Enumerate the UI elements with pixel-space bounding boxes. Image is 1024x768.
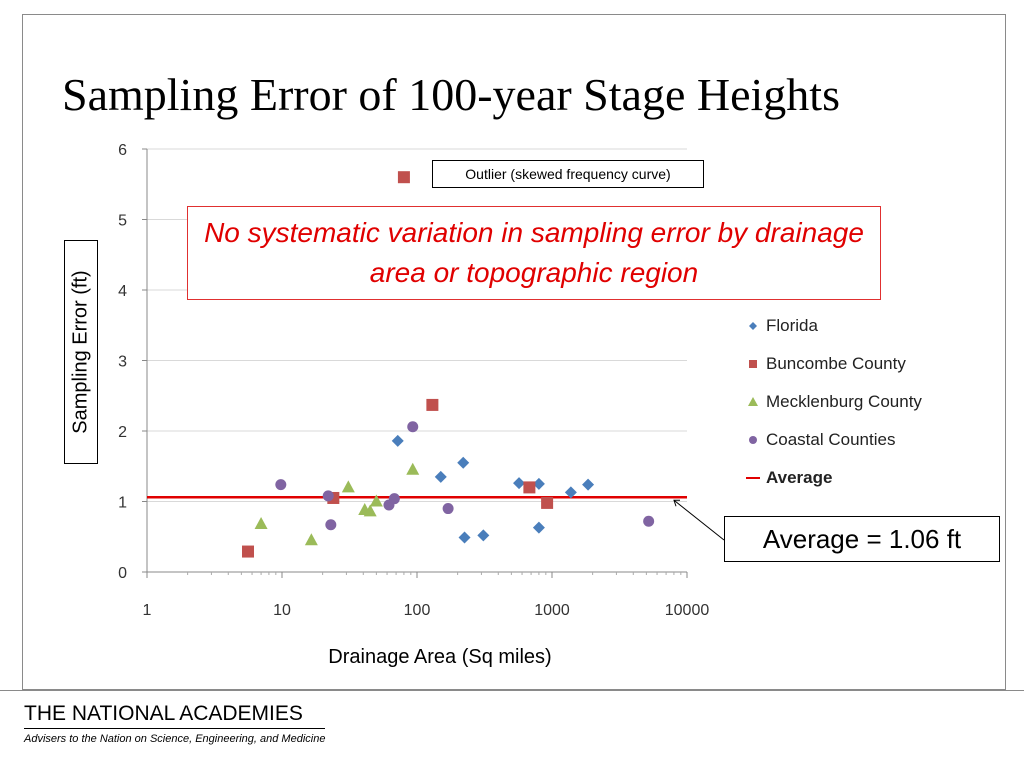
legend-item-mecklenburg-county: Mecklenburg County [746,390,986,428]
coastal-counties-point [442,503,454,515]
legend-marker-circle [749,436,757,444]
legend-label: Buncombe County [766,354,906,373]
legend-marker-triangle [748,397,758,406]
finding-annotation: No systematic variation in sampling erro… [187,206,881,300]
callout-arrowhead [673,499,680,507]
slide-title: Sampling Error of 100-year Stage Heights [62,69,840,120]
x-tick-label: 10000 [665,602,710,619]
x-tick-label: 1 [143,602,152,619]
coastal-counties-point [643,515,655,527]
mecklenburg-county-point [304,533,318,546]
x-tick-label: 1000 [534,602,570,619]
organization-tagline: Advisers to the Nation on Science, Engin… [24,733,326,745]
legend-marker-line [746,477,760,479]
coastal-counties-point [322,490,334,502]
legend-item-buncombe-county: Buncombe County [746,352,986,390]
callout-arrow [673,499,725,541]
footer: THE NATIONAL ACADEMIES Advisers to the N… [24,702,326,745]
buncombe-county-point [242,545,255,558]
buncombe-county-point [426,398,439,411]
buncombe-county-point [523,481,536,494]
mecklenburg-county-point [341,480,355,493]
y-tick-label: 1 [118,495,127,512]
y-tick-label: 6 [118,142,127,159]
legend-label: Average [766,468,833,487]
chart-legend: Florida Buncombe County Mecklenburg County… [746,314,986,504]
florida-point [513,477,526,490]
florida-point [391,434,404,447]
y-tick-label: 2 [118,424,127,441]
slide-frame [22,14,1006,690]
y-axis-label-box: Sampling Error (ft) [64,240,98,464]
legend-label: Mecklenburg County [766,392,922,411]
legend-marker-square [749,360,757,368]
y-tick-label: 5 [118,213,127,230]
coastal-counties-point [325,519,337,531]
legend-label: Florida [766,316,818,335]
organization-logo-text: THE NATIONAL ACADEMIES [24,702,326,729]
y-tick-label: 0 [118,565,127,582]
y-tick-label: 3 [118,354,127,371]
mecklenburg-county-point [254,517,268,530]
buncombe-county-point [541,496,554,509]
coastal-counties-point [388,493,400,505]
x-axis-label: Drainage Area (Sq miles) [328,646,552,668]
coastal-counties-point [407,421,419,433]
mecklenburg-county-point [369,494,383,507]
y-axis-label: Sampling Error (ft) [69,270,92,434]
legend-marker-diamond [749,322,757,330]
florida-point [458,531,471,544]
legend-label: Coastal Counties [766,430,896,449]
footer-divider [0,690,1024,691]
florida-point [434,470,447,483]
mecklenburg-county-point [406,462,420,475]
y-tick-label: 4 [118,283,127,300]
data-points [242,171,655,558]
legend-item-coastal-counties: Coastal Counties [746,428,986,466]
florida-point [564,486,577,499]
axes [142,148,688,578]
legend-item-florida: Florida [746,314,986,352]
coastal-counties-point [275,479,287,491]
florida-point [477,529,490,542]
average-callout: Average = 1.06 ft [724,516,1000,562]
callout-arrow-group [673,499,725,541]
florida-point [582,478,595,491]
florida-point [532,521,545,534]
tick-labels: 0 1 2 3 4 5 6 1 10 100 1000 10000 [118,142,709,619]
scatter-chart: 0 1 2 3 4 5 6 1 10 100 1000 10000 [118,142,725,619]
x-tick-label: 10 [273,602,291,619]
x-tick-label: 100 [404,602,431,619]
mecklenburg-county-point [363,504,377,517]
buncombe-county-point [397,171,410,184]
legend-item-average: Average [746,466,986,504]
florida-point [532,477,545,490]
florida-point [457,456,470,469]
gridlines [147,148,687,502]
outlier-annotation: Outlier (skewed frequency curve) [432,160,704,188]
